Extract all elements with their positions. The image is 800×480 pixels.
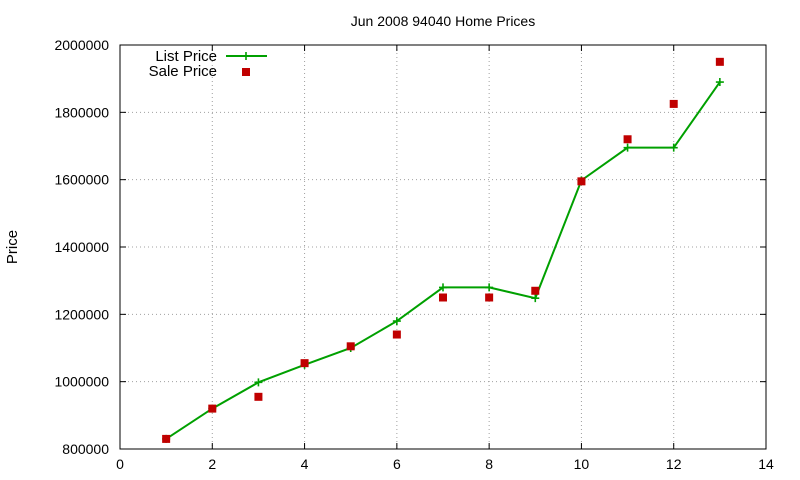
sale-price-point bbox=[531, 286, 540, 295]
y-tick-label: 1200000 bbox=[54, 306, 109, 322]
list-price-point bbox=[623, 143, 632, 152]
y-axis-label: Price bbox=[4, 230, 21, 264]
sale-price-point bbox=[715, 57, 724, 66]
x-tick-label: 14 bbox=[758, 456, 774, 472]
x-tick-label: 12 bbox=[666, 456, 682, 472]
legend-label-sale-price: Sale Price bbox=[149, 63, 217, 80]
x-tick-label: 10 bbox=[574, 456, 590, 472]
y-tick-label: 800000 bbox=[62, 441, 109, 457]
sale-price-point bbox=[300, 359, 309, 368]
chart-title: Jun 2008 94040 Home Prices bbox=[351, 13, 535, 29]
sale-price-point bbox=[485, 293, 494, 302]
series-sale-price bbox=[162, 57, 724, 443]
sale-price-point bbox=[439, 293, 447, 302]
y-tick-label: 1800000 bbox=[54, 104, 109, 120]
list-price-point bbox=[485, 283, 494, 292]
x-tick-label: 0 bbox=[116, 456, 124, 472]
x-tick-label: 2 bbox=[208, 456, 216, 472]
list-price-point bbox=[254, 378, 263, 387]
list-price-point bbox=[669, 143, 678, 152]
axis-ticks: 0 2 4 6 8 10 12 14 800000 1000000 1200000 1400000 16… bbox=[54, 37, 774, 472]
sale-price-point bbox=[623, 135, 632, 144]
series-list-price bbox=[162, 78, 724, 443]
grid-lines bbox=[120, 45, 766, 449]
list-price-point bbox=[392, 317, 401, 326]
sale-price-point bbox=[254, 392, 263, 401]
sale-price-point bbox=[669, 99, 678, 108]
sale-price-point bbox=[162, 434, 171, 443]
x-tick-label: 4 bbox=[301, 456, 309, 472]
legend-label-list-price: List Price bbox=[155, 48, 217, 65]
list-price-point bbox=[531, 294, 540, 303]
sale-price-point bbox=[208, 404, 217, 413]
y-tick-label: 2000000 bbox=[54, 37, 109, 53]
list-price-point bbox=[439, 283, 447, 292]
y-tick-label: 1000000 bbox=[54, 374, 109, 390]
sale-price-point bbox=[392, 330, 401, 339]
series-layer bbox=[162, 57, 724, 443]
y-tick-label: 1400000 bbox=[54, 239, 109, 255]
sale-price-point bbox=[346, 342, 355, 351]
legend-marker-sale-price bbox=[242, 68, 250, 76]
x-tick-label: 6 bbox=[393, 456, 401, 472]
y-tick-label: 1600000 bbox=[54, 172, 109, 188]
legend-marker-list-price bbox=[242, 52, 250, 60]
sale-price-point bbox=[577, 177, 586, 186]
list-price-point bbox=[715, 78, 724, 87]
list-price-line bbox=[165, 81, 721, 440]
x-tick-label: 8 bbox=[485, 456, 493, 472]
